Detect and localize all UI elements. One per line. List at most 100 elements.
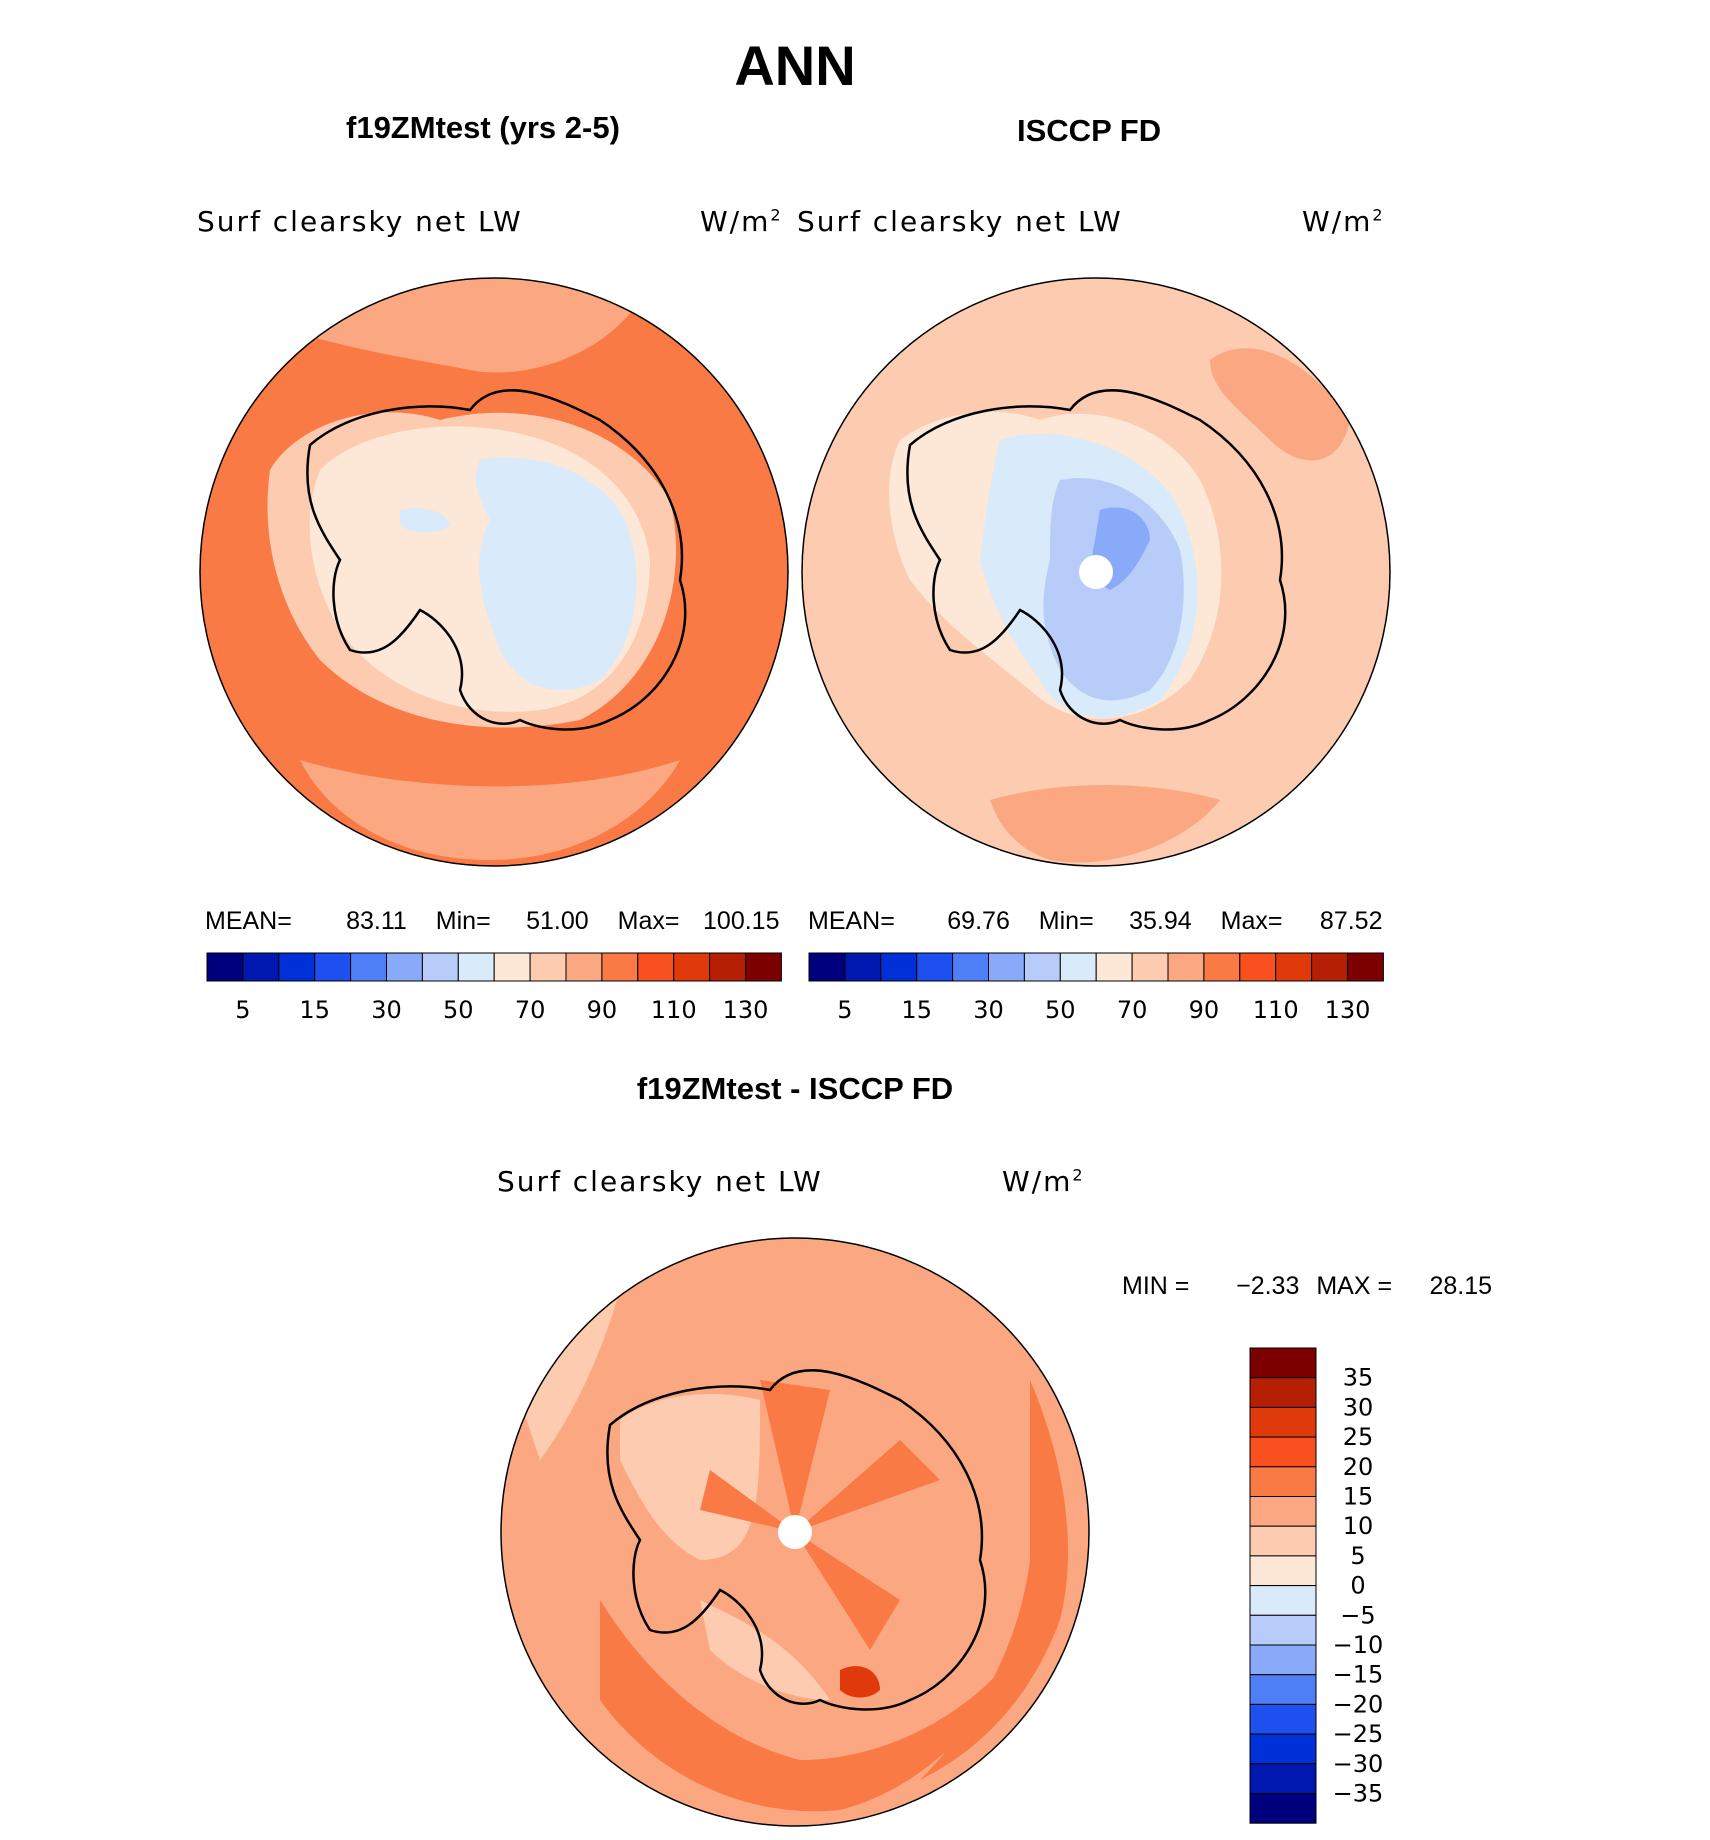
main-title: ANN bbox=[734, 34, 856, 97]
model-colorbar-tick-label: 130 bbox=[723, 996, 769, 1024]
model-colorbar-box bbox=[745, 952, 782, 982]
obs-colorbar-box bbox=[952, 952, 989, 982]
obs-colorbar-box bbox=[880, 952, 918, 982]
diff-colorbar-box bbox=[1249, 1674, 1317, 1705]
obs-units: W/m2 bbox=[1302, 205, 1385, 238]
model-colorbar-tick-label: 70 bbox=[515, 996, 546, 1024]
diff-colorbar-box bbox=[1249, 1496, 1317, 1527]
model-map-border bbox=[199, 277, 789, 867]
model-colorbar-box bbox=[278, 952, 316, 982]
diff-field-label: Surf clearsky net LW bbox=[497, 1165, 823, 1198]
diff-colorbar-tick-label: −25 bbox=[1333, 1720, 1384, 1748]
model-colorbar-tick-label: 90 bbox=[587, 996, 618, 1024]
model-colorbar-tick-label: 110 bbox=[651, 996, 697, 1024]
diff-colorbar-tick-label: −20 bbox=[1333, 1690, 1384, 1718]
diff-colorbar-tick-label: −10 bbox=[1333, 1631, 1384, 1659]
model-colorbar: 5 15 30 50 70 90 110 130 bbox=[206, 952, 782, 1024]
obs-colorbar-box bbox=[1239, 952, 1277, 982]
diff-colorbar-tick-label: 25 bbox=[1343, 1423, 1374, 1451]
diff-colorbar-tick-label: −5 bbox=[1340, 1601, 1375, 1629]
model-panel-title: f19ZMtest (yrs 2-5) bbox=[346, 110, 620, 145]
diff-colorbar-box bbox=[1249, 1406, 1317, 1438]
model-colorbar-box bbox=[350, 952, 388, 982]
diff-colorbar-tick-label: −30 bbox=[1333, 1750, 1384, 1778]
obs-colorbar-box bbox=[808, 952, 846, 982]
model-colorbar-box bbox=[565, 952, 603, 982]
obs-colorbar-box bbox=[1023, 952, 1061, 982]
obs-colorbar-box bbox=[1203, 952, 1241, 982]
diff-units: W/m2 bbox=[1002, 1165, 1085, 1198]
model-colorbar-tick-label: 50 bbox=[443, 996, 474, 1024]
model-colorbar-box bbox=[529, 952, 567, 982]
obs-colorbar-box bbox=[1059, 952, 1097, 982]
diff-colorbar-box bbox=[1249, 1585, 1317, 1616]
diff-panel-title: f19ZMtest - ISCCP FD bbox=[636, 1071, 954, 1106]
obs-colorbar-box bbox=[1167, 952, 1205, 982]
diff-colorbar-box bbox=[1249, 1525, 1317, 1557]
diff-colorbar-tick-label: 5 bbox=[1350, 1542, 1365, 1570]
diff-colorbar-tick-label: 20 bbox=[1343, 1453, 1374, 1481]
obs-colorbar-box bbox=[916, 952, 954, 982]
obs-colorbar-tick-label: 130 bbox=[1325, 996, 1371, 1024]
diff-map-border bbox=[500, 1237, 1090, 1827]
obs-panel-title: ISCCP FD bbox=[1017, 113, 1162, 148]
model-stats: MEAN= 83.11 Min= 51.00 Max= 100.15 bbox=[205, 907, 780, 935]
obs-map-border bbox=[801, 277, 1391, 867]
obs-colorbar-tick-label: 30 bbox=[973, 996, 1004, 1024]
model-colorbar-box bbox=[673, 952, 711, 982]
obs-colorbar-box bbox=[988, 952, 1025, 982]
model-colorbar-box bbox=[601, 952, 639, 982]
diff-colorbar-tick-label: 30 bbox=[1343, 1393, 1374, 1421]
diff-pole-hole bbox=[778, 1515, 812, 1549]
model-colorbar-box bbox=[709, 952, 746, 982]
model-colorbar-box bbox=[386, 952, 423, 982]
diff-colorbar-box bbox=[1249, 1703, 1317, 1735]
model-field-label: Surf clearsky net LW bbox=[197, 205, 523, 238]
diff-colorbar-tick-label: 10 bbox=[1343, 1512, 1374, 1540]
model-units: W/m2 bbox=[700, 205, 783, 238]
obs-colorbar-tick-label: 70 bbox=[1117, 996, 1148, 1024]
model-colorbar-box bbox=[421, 952, 459, 982]
diff-colorbar-tick-label: 15 bbox=[1343, 1483, 1374, 1511]
obs-polar-map bbox=[802, 278, 1390, 866]
model-colorbar-tick-label: 5 bbox=[235, 996, 250, 1024]
obs-colorbar-box bbox=[1275, 952, 1313, 982]
diff-colorbar-box bbox=[1249, 1377, 1317, 1408]
model-colorbar-box bbox=[314, 952, 352, 982]
obs-colorbar-box bbox=[1095, 952, 1133, 982]
diff-colorbar-box bbox=[1249, 1614, 1317, 1646]
obs-colorbar-tick-label: 50 bbox=[1045, 996, 1076, 1024]
diff-colorbar-tick-label: 0 bbox=[1350, 1572, 1365, 1600]
diff-colorbar-box bbox=[1249, 1466, 1317, 1498]
model-colorbar-tick-label: 30 bbox=[371, 996, 402, 1024]
diff-colorbar-box bbox=[1249, 1763, 1317, 1795]
diff-colorbar-box bbox=[1249, 1555, 1317, 1587]
diff-colorbar-box bbox=[1249, 1644, 1317, 1676]
diff-colorbar-box bbox=[1249, 1733, 1317, 1765]
obs-pole-hole bbox=[1079, 555, 1113, 589]
obs-colorbar-tick-label: 110 bbox=[1253, 996, 1299, 1024]
diff-colorbar-box bbox=[1249, 1793, 1317, 1824]
obs-colorbar-tick-label: 90 bbox=[1189, 996, 1220, 1024]
model-colorbar-tick-label: 15 bbox=[299, 996, 330, 1024]
obs-colorbar-tick-label: 15 bbox=[901, 996, 932, 1024]
diff-stats: MIN = −2.33 MAX = 28.15 bbox=[1122, 1272, 1493, 1300]
obs-colorbar-box bbox=[1311, 952, 1348, 982]
model-colorbar-box bbox=[493, 952, 531, 982]
obs-stats: MEAN= 69.76 Min= 35.94 Max= 87.52 bbox=[808, 907, 1383, 935]
diff-polar-map bbox=[501, 1238, 1089, 1826]
obs-colorbar: 5 15 30 50 70 90 110 130 bbox=[808, 952, 1384, 1024]
diff-colorbar-box bbox=[1249, 1436, 1317, 1468]
obs-colorbar-box bbox=[1347, 952, 1384, 982]
obs-colorbar-box bbox=[1131, 952, 1169, 982]
diff-colorbar-tick-label: 35 bbox=[1343, 1364, 1374, 1392]
diff-colorbar-tick-label: −15 bbox=[1333, 1661, 1384, 1689]
model-colorbar-box bbox=[457, 952, 495, 982]
obs-field-label: Surf clearsky net LW bbox=[797, 205, 1123, 238]
model-colorbar-box bbox=[242, 952, 280, 982]
model-colorbar-box bbox=[637, 952, 675, 982]
obs-colorbar-tick-label: 5 bbox=[837, 996, 852, 1024]
diff-colorbar-box bbox=[1249, 1347, 1317, 1379]
